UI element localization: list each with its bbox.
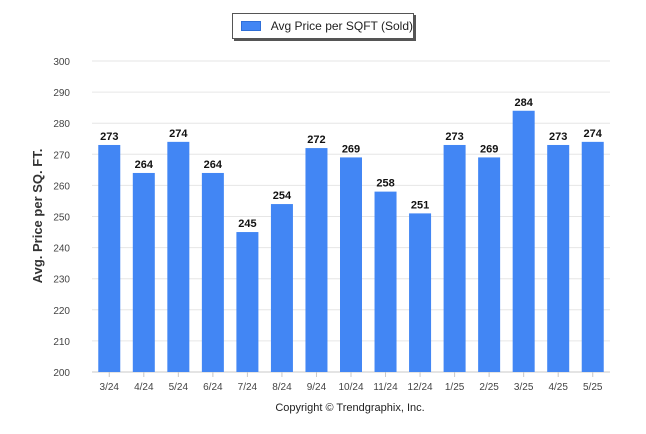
legend-label: Avg Price per SQFT (Sold) bbox=[270, 19, 413, 33]
x-tick-label: 5/24 bbox=[169, 382, 189, 393]
bar-value-label: 269 bbox=[480, 143, 498, 155]
y-tick-label: 300 bbox=[53, 57, 70, 68]
x-tick-label: 8/24 bbox=[272, 382, 292, 393]
x-tick-label: 3/25 bbox=[514, 382, 534, 393]
bar-value-label: 284 bbox=[514, 97, 533, 109]
bar-value-label: 274 bbox=[169, 128, 188, 140]
y-tick-label: 210 bbox=[53, 337, 70, 348]
bar bbox=[305, 148, 328, 372]
bar-value-label: 254 bbox=[273, 190, 292, 202]
bar-value-label: 273 bbox=[100, 131, 118, 143]
x-tick-label: 11/24 bbox=[373, 382, 398, 393]
bar bbox=[340, 157, 362, 372]
x-tick-label: 5/25 bbox=[583, 382, 603, 393]
bar-value-label: 251 bbox=[411, 199, 429, 211]
bar bbox=[512, 110, 535, 372]
x-tick-label: 1/25 bbox=[445, 382, 465, 393]
bar-value-label: 269 bbox=[342, 143, 360, 155]
bar-value-label: 245 bbox=[238, 218, 256, 230]
x-tick-label: 4/25 bbox=[548, 382, 568, 393]
y-tick-label: 250 bbox=[53, 213, 70, 224]
bar-value-label: 264 bbox=[135, 159, 154, 171]
bar bbox=[374, 191, 397, 372]
legend-swatch bbox=[241, 21, 261, 31]
bar-value-label: 274 bbox=[584, 128, 603, 140]
x-tick-label: 6/24 bbox=[203, 382, 223, 393]
bar-value-label: 272 bbox=[307, 134, 325, 146]
y-tick-label: 220 bbox=[53, 306, 70, 317]
y-tick-label: 200 bbox=[53, 368, 70, 379]
bar bbox=[236, 232, 259, 372]
x-axis-ticks: 3/24 4/24 5/24 6/24 7/24 8/24 9/24 10/24 11/24 12… bbox=[100, 372, 603, 393]
bar bbox=[478, 157, 501, 372]
x-tick-label: 7/24 bbox=[238, 382, 258, 393]
x-tick-label: 10/24 bbox=[338, 382, 363, 393]
bar-value-label: 258 bbox=[376, 178, 394, 190]
bar-value-label: 264 bbox=[204, 159, 223, 171]
x-tick-label: 4/24 bbox=[134, 382, 154, 393]
bar bbox=[167, 141, 190, 372]
x-tick-label: 9/24 bbox=[307, 382, 327, 393]
bar bbox=[132, 172, 155, 372]
bar bbox=[98, 144, 121, 372]
y-tick-label: 290 bbox=[53, 88, 70, 99]
y-tick-label: 280 bbox=[53, 119, 70, 130]
data-labels: 273 264 274 264 245 254 272 269 258 251 273 269 284 2… bbox=[100, 97, 603, 230]
x-tick-label: 12/24 bbox=[408, 382, 433, 393]
x-tick-label: 3/24 bbox=[100, 382, 120, 393]
bars bbox=[98, 110, 604, 372]
bar bbox=[547, 144, 570, 372]
y-axis-label: Avg. Price per SQ. FT. bbox=[30, 149, 45, 284]
x-tick-label: 2/25 bbox=[479, 382, 499, 393]
bar-value-label: 273 bbox=[445, 131, 463, 143]
bar bbox=[581, 141, 604, 372]
y-tick-label: 270 bbox=[53, 150, 70, 161]
bar bbox=[409, 213, 432, 372]
bar-value-label: 273 bbox=[549, 131, 567, 143]
y-tick-label: 240 bbox=[53, 244, 70, 255]
y-tick-label: 230 bbox=[53, 275, 70, 286]
y-axis-ticks: 200 210 220 230 240 250 260 270 280 290 300 bbox=[53, 57, 70, 379]
bar bbox=[201, 172, 224, 372]
bar bbox=[443, 144, 466, 372]
legend: Avg Price per SQFT (Sold) bbox=[232, 13, 414, 39]
y-tick-label: 260 bbox=[53, 181, 70, 192]
copyright-text: Copyright © Trendgraphix, Inc. bbox=[275, 402, 425, 414]
bar bbox=[270, 204, 293, 372]
